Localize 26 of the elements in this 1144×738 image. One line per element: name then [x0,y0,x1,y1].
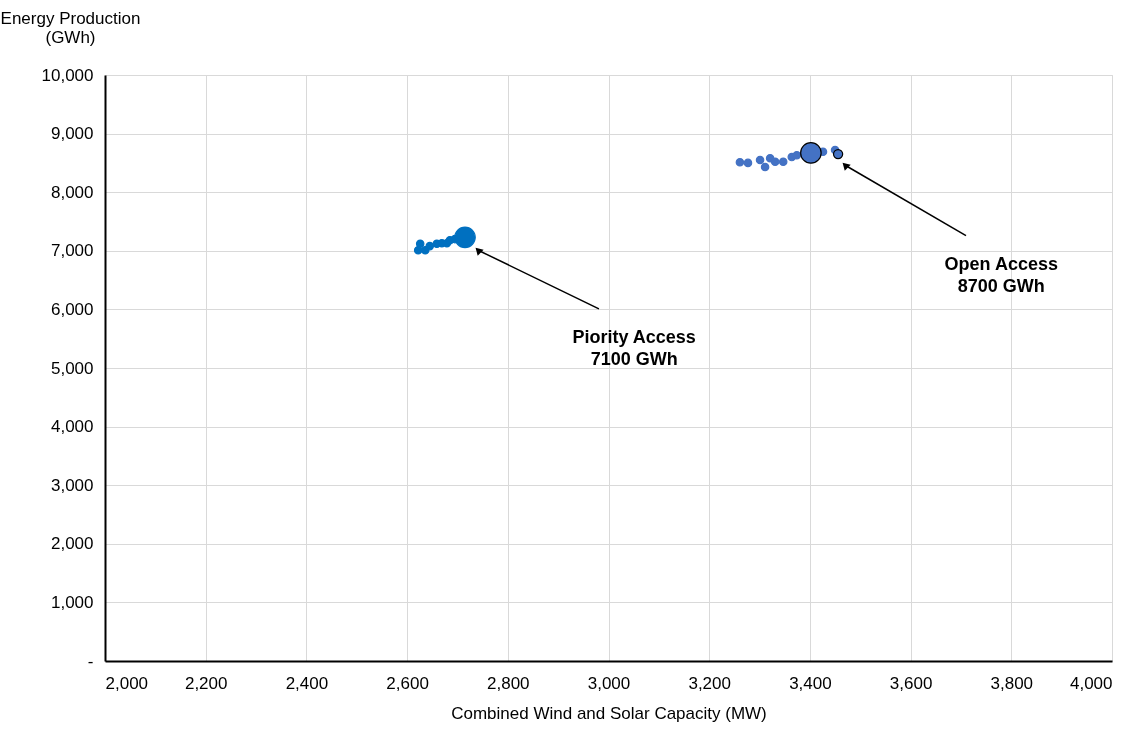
x-axis-title: Combined Wind and Solar Capacity (MW) [451,703,767,723]
x-tick-label: 2,200 [184,673,228,693]
y-tick-label: 5,000 [50,358,94,378]
y-tick-label: 1,000 [50,592,94,612]
x-tick-label: 2,800 [487,673,530,693]
x-tick-label: 3,400 [789,673,832,693]
x-tick-label: 3,200 [688,673,731,693]
y-tick-label: - [87,651,94,671]
y-tick-label: 9,000 [50,124,94,144]
x-tick-label: 4,000 [1069,673,1113,693]
x-tick-label: 2,000 [105,673,149,693]
y-tick-label: 6,000 [50,299,94,319]
x-tick-label: 3,600 [889,673,933,693]
y-axis-title: Energy Production (GWh) [0,8,141,47]
y-tick-label: 4,000 [50,417,94,437]
annotation: Open Access 8700 GWh [944,253,1058,296]
x-tick-label: 2,600 [386,673,429,693]
x-tick-label: 3,800 [990,673,1034,693]
y-tick-label: 8,000 [50,182,94,202]
y-tick-label: 10,000 [41,65,94,85]
y-tick-label: 7,000 [50,241,94,261]
y-tick-label: 2,000 [50,534,94,554]
x-tick-label: 3,000 [587,673,631,693]
x-tick-label: 2,400 [285,673,329,693]
y-tick-label: 3,000 [50,475,94,495]
annotation: Piority Access 7100 GWh [572,327,696,370]
